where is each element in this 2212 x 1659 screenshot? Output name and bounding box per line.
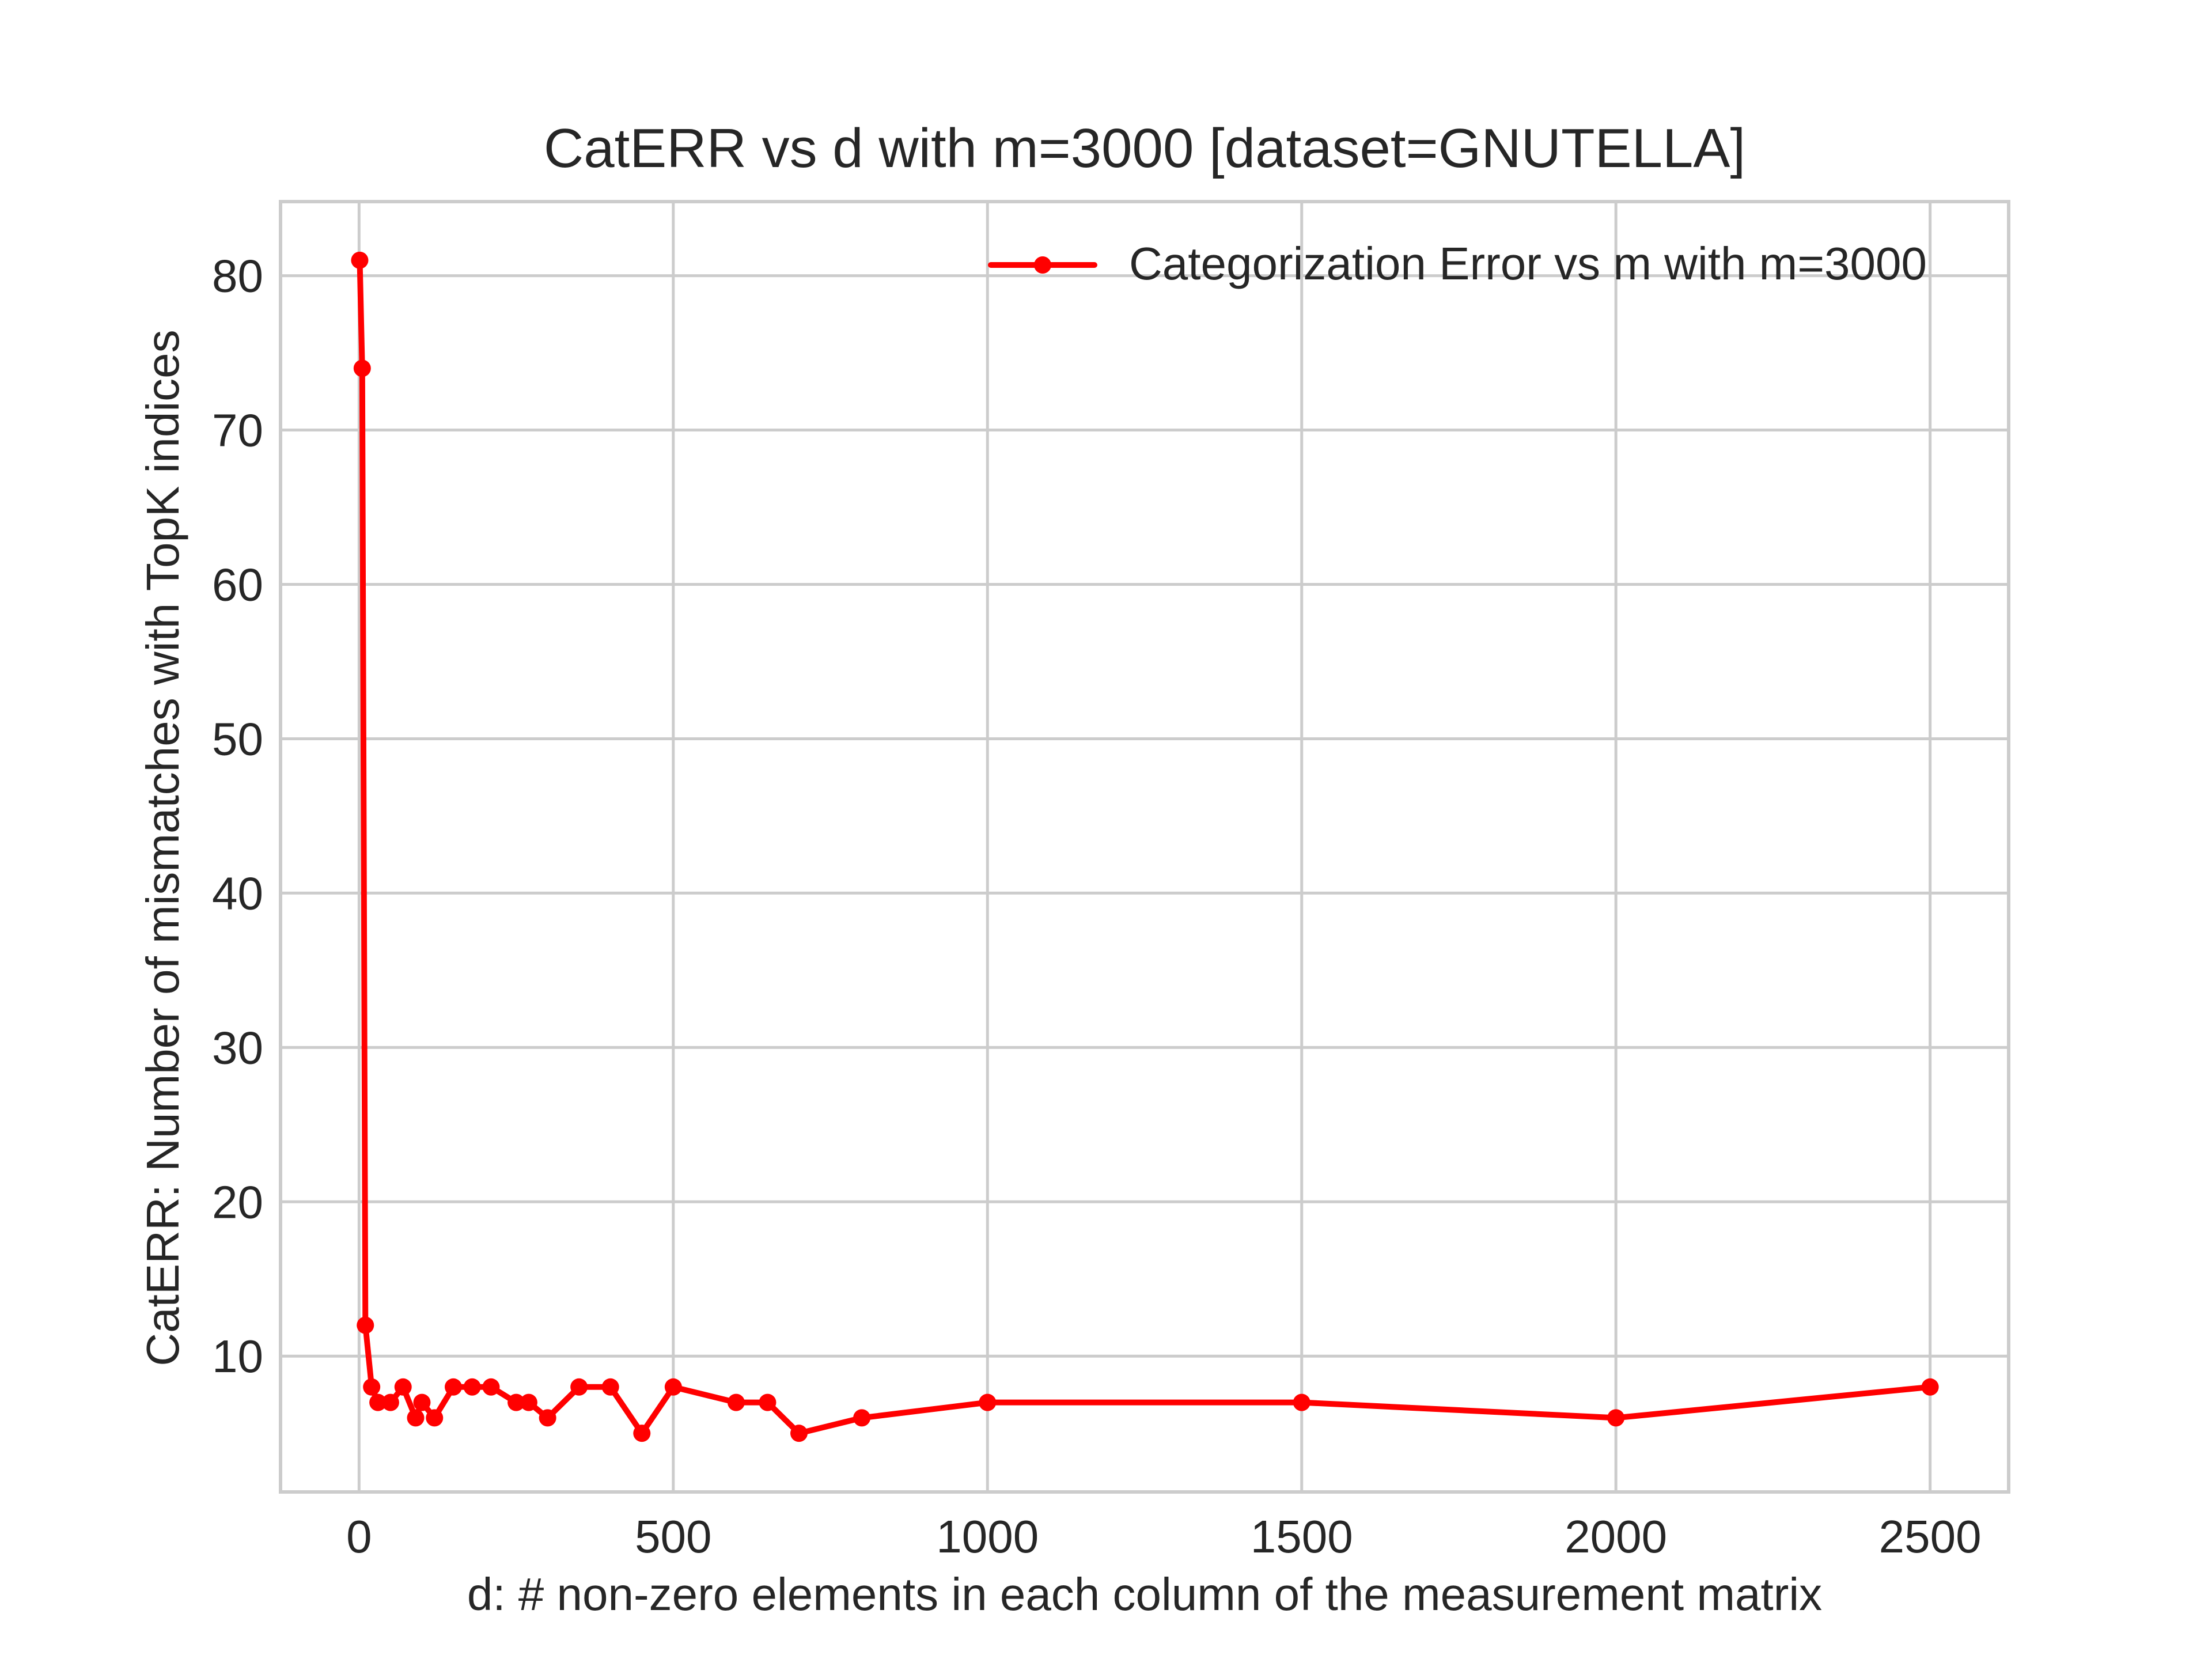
series-layer: [351, 251, 1939, 1442]
legend-label: Categorization Error vs m with m=3000: [1129, 238, 1927, 289]
data-point: [357, 1316, 374, 1334]
data-point: [539, 1409, 556, 1427]
data-point: [979, 1393, 997, 1411]
legend: Categorization Error vs m with m=3000: [988, 238, 1927, 289]
data-point: [1293, 1393, 1310, 1411]
data-point: [601, 1378, 619, 1396]
x-tick-label: 1500: [1251, 1511, 1353, 1562]
data-point: [633, 1425, 651, 1442]
data-point: [463, 1378, 481, 1396]
data-point: [727, 1393, 745, 1411]
data-point: [853, 1409, 871, 1427]
y-tick-label: 30: [212, 1022, 263, 1073]
data-point: [570, 1378, 588, 1396]
plot-frame: [279, 200, 2010, 1494]
x-tick-label: 2500: [1879, 1511, 1982, 1562]
data-point: [1921, 1378, 1939, 1396]
legend-marker-swatch: [1034, 256, 1051, 274]
y-tick-label: 50: [212, 713, 263, 764]
data-point: [381, 1393, 399, 1411]
x-tick-label: 1000: [936, 1511, 1039, 1562]
data-point: [413, 1393, 431, 1411]
y-tick-label: 60: [212, 559, 263, 610]
data-point: [1607, 1409, 1625, 1427]
tick-labels: 0 500 1000 1500 2000 2500 10 20 30 40 50 60 70 80: [212, 251, 1982, 1562]
data-point: [369, 1393, 387, 1411]
data-point: [394, 1378, 412, 1396]
data-point: [426, 1409, 444, 1427]
x-tick-label: 500: [635, 1511, 711, 1562]
data-point: [507, 1393, 525, 1411]
grid: [281, 202, 2009, 1492]
data-point: [790, 1425, 808, 1442]
data-point: [482, 1378, 500, 1396]
chart-title: CatERR vs d with m=3000 [dataset=GNUTELL…: [544, 118, 1745, 179]
y-tick-label: 80: [212, 251, 263, 302]
x-tick-label: 0: [346, 1511, 372, 1562]
y-tick-label: 20: [212, 1176, 263, 1228]
data-point: [351, 251, 369, 269]
data-point: [445, 1378, 462, 1396]
data-point: [353, 359, 371, 377]
y-tick-label: 70: [212, 405, 263, 456]
data-point: [407, 1409, 425, 1427]
data-point: [664, 1378, 682, 1396]
y-axis-label: CatERR: Number of mismatches with TopK i…: [137, 329, 188, 1366]
x-tick-label: 2000: [1565, 1511, 1667, 1562]
data-point: [363, 1378, 381, 1396]
x-axis-label: d: # non-zero elements in each column of…: [467, 1569, 1822, 1620]
y-tick-label: 10: [212, 1331, 263, 1382]
data-point: [759, 1393, 777, 1411]
data-point: [520, 1393, 537, 1411]
y-tick-label: 40: [212, 868, 263, 919]
